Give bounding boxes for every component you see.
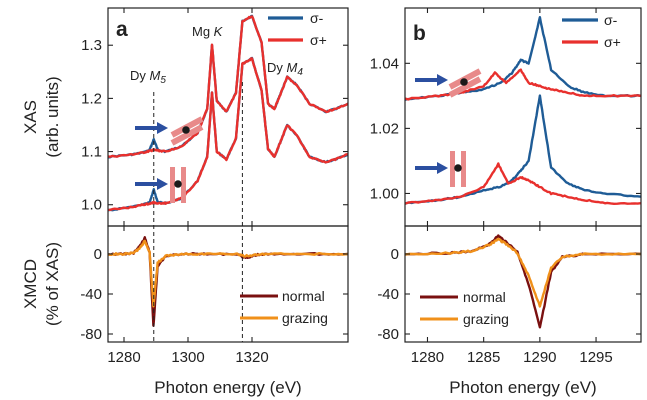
y-tick-label: -40: [80, 286, 102, 303]
legend-b-sigma-minus-label: σ-: [604, 12, 618, 28]
panel-b-letter: b: [413, 22, 426, 45]
panel-b-ticks: 1280 1285 1290 1295 1.00 1.02 1.04 0 -40 -80: [370, 8, 641, 366]
panel-b-bottom-frame: [404, 225, 642, 343]
x-tick-label: 1300: [171, 349, 204, 366]
panel-b-bottom-series-1: [405, 237, 641, 308]
y-tick-label: -40: [377, 286, 399, 303]
dy-m5-annotation: Dy M5: [130, 68, 166, 86]
panel-b-top-series-0: [405, 16, 641, 101]
normal-geometry-icon-b: [415, 151, 466, 187]
y-tick-label: 0: [94, 246, 102, 263]
panel-a-top-series-1: [108, 15, 348, 158]
panel-a-bottom-legend: normal grazing: [240, 288, 328, 326]
panel-a-ticks: 1280 1300 1320 1.0 1.1 1.2 1.3 0 -40 -80: [80, 8, 348, 366]
panel-a-bottom-ylabel: XMCD (% of XAS): [21, 242, 62, 326]
x-tick-label: 1295: [579, 349, 612, 366]
x-tick-label: 1280: [107, 349, 140, 366]
xas-axis-unit: (arb. units): [43, 76, 62, 157]
legend-sigma-plus-label: σ+: [310, 32, 327, 48]
normal-geometry-icon: [135, 167, 186, 203]
grazing-geometry-icon: [135, 116, 204, 146]
grazing-geometry-icon-b: [415, 68, 482, 98]
panel-a-bottom-lines: [108, 236, 348, 327]
y-tick-label: 1.2: [81, 90, 102, 107]
panel-b-top-legend: σ- σ+: [562, 12, 621, 50]
mg-k-annotation: Mg K: [192, 24, 224, 39]
panel-b-top-lines: [405, 16, 641, 205]
legend-grazing-label: grazing: [282, 310, 328, 326]
panel-a-top-legend: σ- σ+: [268, 10, 327, 48]
panel-a-top-ylabel: XAS (arb. units): [21, 76, 62, 157]
legend-b-grazing-label: grazing: [463, 311, 509, 327]
legend-b-normal-label: normal: [463, 289, 506, 305]
panel-b-top-series-2: [405, 94, 641, 205]
panel-a-guides: [153, 82, 243, 342]
panel-b-bottom-legend: normal grazing: [420, 289, 509, 327]
panel-a-top-series-3: [108, 57, 348, 212]
panel-b: 1280 1285 1290 1295 1.00 1.02 1.04 0 -40 -80 b σ-…: [370, 7, 642, 397]
x-tick-label: 1285: [467, 349, 500, 366]
panel-a-bottom-series-1: [108, 239, 348, 308]
x-tick-label: 1280: [411, 349, 444, 366]
y-tick-label: 1.0: [81, 197, 102, 214]
panel-a-bottom-frame: [107, 225, 349, 343]
panel-b-top-series-3: [405, 162, 641, 205]
y-tick-label: 1.1: [81, 144, 102, 161]
y-tick-label: 1.04: [370, 55, 399, 72]
panel-a-xlabel: Photon energy (eV): [154, 378, 301, 397]
xmcd-axis-title: XMCD: [21, 259, 40, 309]
legend-normal-label: normal: [282, 288, 325, 304]
panel-a-letter: a: [116, 18, 128, 41]
x-tick-label: 1320: [235, 349, 268, 366]
legend-b-sigma-plus-label: σ+: [604, 34, 621, 50]
x-tick-label: 1290: [523, 349, 556, 366]
y-tick-label: 1.02: [370, 120, 399, 137]
dy-m4-annotation: Dy M4: [267, 60, 303, 78]
panel-a-top-lines: [108, 14, 348, 212]
y-tick-label: 1.3: [81, 37, 102, 54]
xas-axis-title: XAS: [21, 100, 40, 134]
xmcd-axis-unit: (% of XAS): [43, 242, 62, 326]
panel-b-bottom-series-0: [405, 234, 641, 329]
panel-b-top-series-1: [405, 68, 641, 101]
y-tick-label: 0: [391, 246, 399, 263]
panel-b-xlabel: Photon energy (eV): [449, 378, 596, 397]
legend-sigma-minus-label: σ-: [310, 10, 324, 26]
y-tick-label: 1.00: [370, 185, 399, 202]
panel-b-bottom-lines: [405, 234, 641, 329]
y-tick-label: -80: [377, 326, 399, 343]
y-tick-label: -80: [80, 326, 102, 343]
